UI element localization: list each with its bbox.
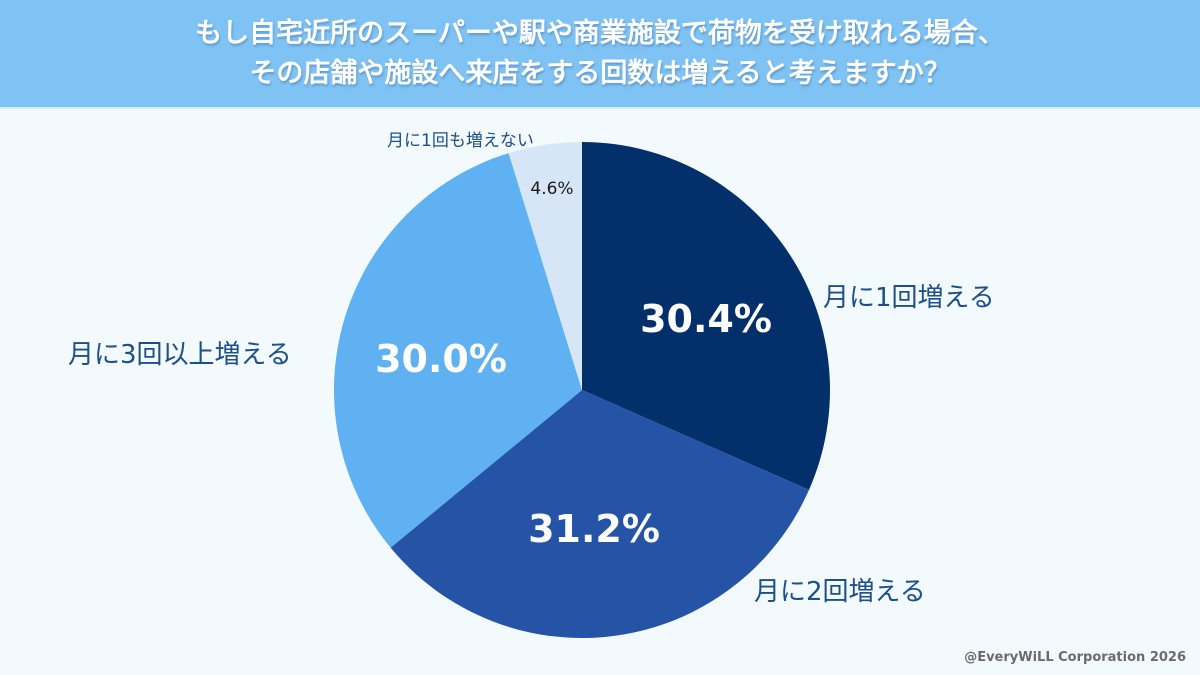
chart-title-banner: もし自宅近所のスーパーや駅や商業施設で荷物を受け取れる場合、 その店舗や施設へ来… bbox=[0, 0, 1200, 109]
slice-value-3: 30.0% bbox=[375, 337, 507, 381]
slice-value-4: 4.6% bbox=[530, 179, 573, 199]
copyright-credit: @EveryWiLL Corporation 2026 bbox=[964, 650, 1186, 665]
slice-label-2: 月に2回増える bbox=[754, 577, 926, 607]
slice-value-1: 30.4% bbox=[640, 297, 772, 341]
pie-slice-4 bbox=[508, 142, 582, 390]
pie-slice-2 bbox=[390, 390, 809, 638]
pie-slices bbox=[334, 142, 830, 638]
pie-slice-1 bbox=[582, 142, 830, 490]
slice-label-3: 月に3回以上増える bbox=[68, 340, 292, 370]
title-line-2: その店舗や施設へ来店をする回数は増えると考えますか？ bbox=[249, 57, 951, 89]
slice-label-1: 月に1回増える bbox=[823, 283, 995, 313]
pie-slice-3 bbox=[334, 153, 582, 548]
slice-label-4: 月に1回も増えない bbox=[387, 131, 534, 151]
slice-value-2: 31.2% bbox=[528, 507, 660, 551]
title-line-1: もし自宅近所のスーパーや駅や商業施設で荷物を受け取れる場合、 bbox=[195, 17, 1005, 49]
